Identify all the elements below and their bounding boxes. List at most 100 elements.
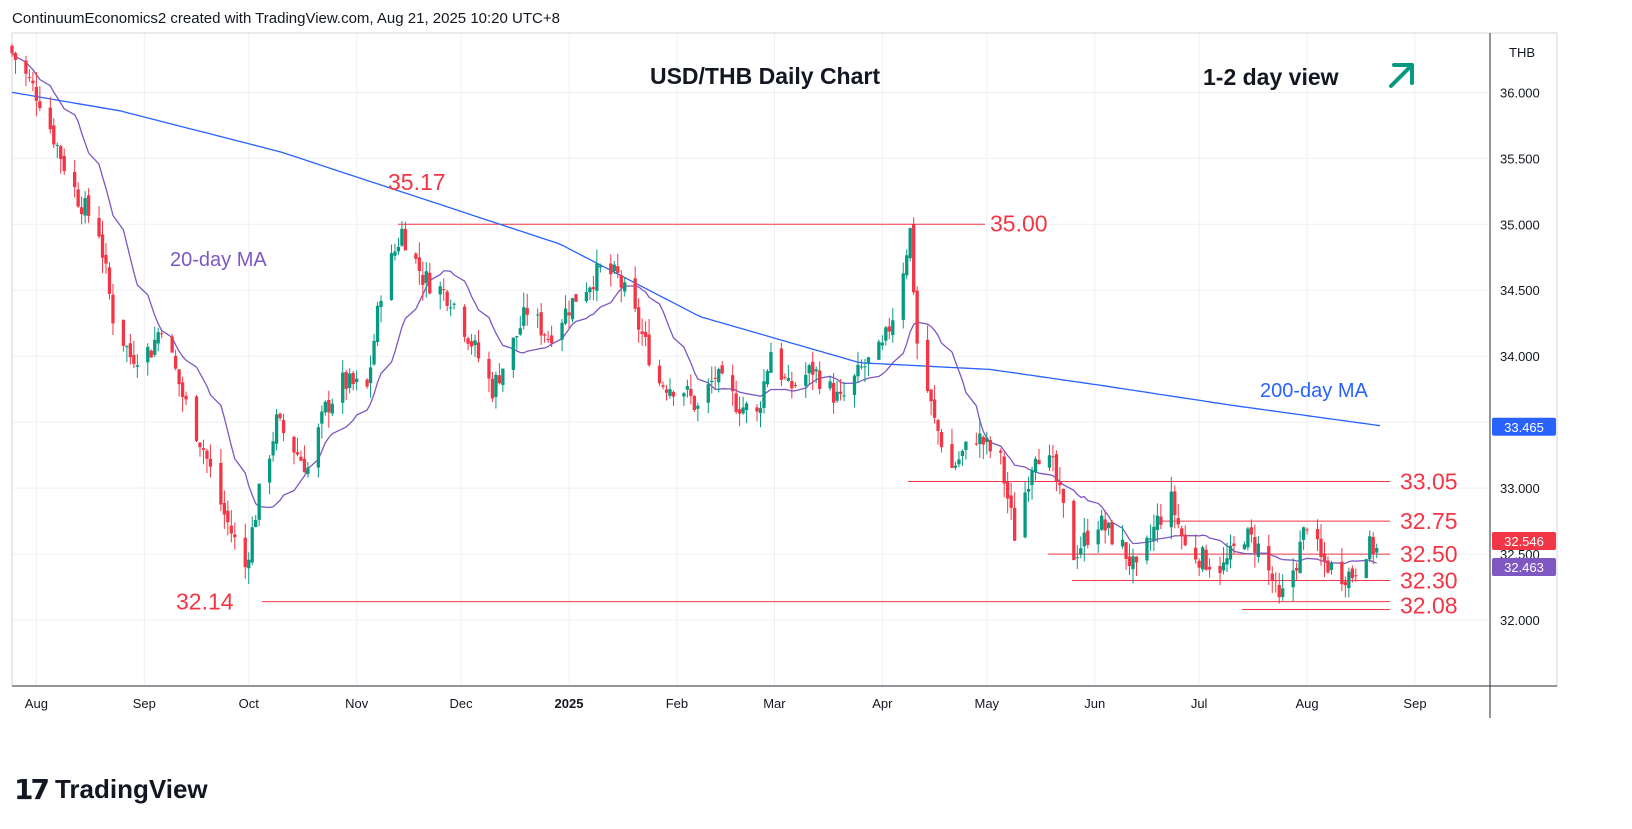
candle-body <box>734 393 738 412</box>
x-tick-label: Aug <box>1296 696 1319 711</box>
candle-body <box>511 337 515 370</box>
candle-body <box>316 427 321 468</box>
x-tick-label: May <box>975 696 1000 711</box>
candle-body <box>1197 560 1201 568</box>
candle-body <box>344 371 348 389</box>
candle-body <box>692 396 697 411</box>
candle-body <box>563 308 568 324</box>
tradingview-logo[interactable]: 17 TradingView <box>14 773 208 806</box>
candle-body <box>584 292 589 302</box>
candle-body <box>389 253 394 301</box>
candle-body <box>643 332 648 337</box>
candle-body <box>1371 536 1375 554</box>
candle-body <box>306 467 310 474</box>
candle-body <box>880 342 885 346</box>
candle-body <box>765 371 770 385</box>
candle-body <box>1009 495 1013 508</box>
candle-body <box>612 264 616 272</box>
candle-body <box>762 381 766 408</box>
currency-label: THB <box>1509 45 1535 60</box>
candle-body <box>1103 519 1107 531</box>
candle-body <box>365 379 369 387</box>
candle-body <box>146 346 150 363</box>
candle-body <box>1347 571 1351 589</box>
candle-body <box>466 338 470 344</box>
candle-body <box>156 332 160 344</box>
ma-20-label: 20-day MA <box>170 249 267 271</box>
level-label-32-14: 32.14 <box>176 589 234 615</box>
candle-body <box>1277 585 1281 598</box>
candle-body <box>135 365 139 367</box>
x-tick-label: Sep <box>1403 696 1426 711</box>
candle-body <box>198 442 202 448</box>
candle-body <box>128 343 133 358</box>
candle-body <box>1183 534 1187 546</box>
candle-body <box>623 282 627 292</box>
price-badge-label: 32.463 <box>1504 560 1544 575</box>
candle-body <box>348 373 352 388</box>
candle-body <box>1375 548 1379 553</box>
price-badge-label: 33.465 <box>1504 420 1544 435</box>
candle-body <box>671 391 676 397</box>
candle-body <box>828 381 832 389</box>
candle-body <box>201 448 206 450</box>
candle-body <box>1152 526 1156 541</box>
candle-body <box>542 334 547 336</box>
candle-body <box>132 354 136 365</box>
candle-body <box>428 272 432 294</box>
candle-body <box>1075 557 1079 559</box>
candle-body <box>842 395 846 397</box>
candle-body <box>706 384 710 403</box>
candle-body <box>86 195 91 216</box>
y-tick-label: 36.000 <box>1500 85 1540 100</box>
candle-body <box>793 384 797 386</box>
candle-body <box>814 369 818 372</box>
candle-body <box>73 171 77 188</box>
candle-body <box>1354 575 1358 577</box>
candle-body <box>737 409 742 414</box>
candle-body <box>818 370 822 389</box>
candle-body <box>525 308 529 315</box>
x-tick-label: Apr <box>872 696 893 711</box>
candle-body <box>445 291 449 306</box>
candle-body <box>10 45 14 54</box>
candle-body <box>278 413 282 419</box>
candle-body <box>1127 556 1132 567</box>
x-tick-label: Jul <box>1191 696 1208 711</box>
candle-body <box>988 439 992 452</box>
candle-body <box>1072 500 1076 561</box>
level-label-32-30: 32.30 <box>1400 567 1458 593</box>
y-tick-label: 35.000 <box>1500 217 1540 232</box>
candle-body <box>936 420 940 431</box>
candle-body <box>1249 527 1254 535</box>
candle-body <box>609 263 613 275</box>
candle-body <box>149 350 153 358</box>
candle-body <box>908 228 912 259</box>
level-label-35-17: 35.17 <box>388 169 446 195</box>
candle-body <box>1232 543 1236 547</box>
candle-body <box>1207 566 1212 570</box>
candle-body <box>403 228 408 251</box>
candle-body <box>449 307 453 309</box>
candle-body <box>194 396 199 441</box>
candle-body <box>960 450 965 456</box>
candle-body <box>741 407 745 414</box>
candle-body <box>779 348 784 380</box>
candle-body <box>267 458 272 483</box>
tradingview-logo-text: TradingView <box>54 774 208 804</box>
candle-body <box>34 86 39 101</box>
candle-body <box>863 366 867 368</box>
candle-body <box>1246 528 1250 548</box>
candle-body <box>76 189 80 207</box>
candle-body <box>1267 546 1271 571</box>
candle-body <box>1180 528 1184 537</box>
candle-body <box>783 376 787 378</box>
candle-body <box>1026 488 1031 492</box>
candle-body <box>1124 542 1128 559</box>
candle-body <box>560 322 564 340</box>
candle-body <box>1033 458 1038 473</box>
candle-body <box>685 386 690 390</box>
candle-body <box>424 271 428 283</box>
candle-body <box>396 246 401 252</box>
